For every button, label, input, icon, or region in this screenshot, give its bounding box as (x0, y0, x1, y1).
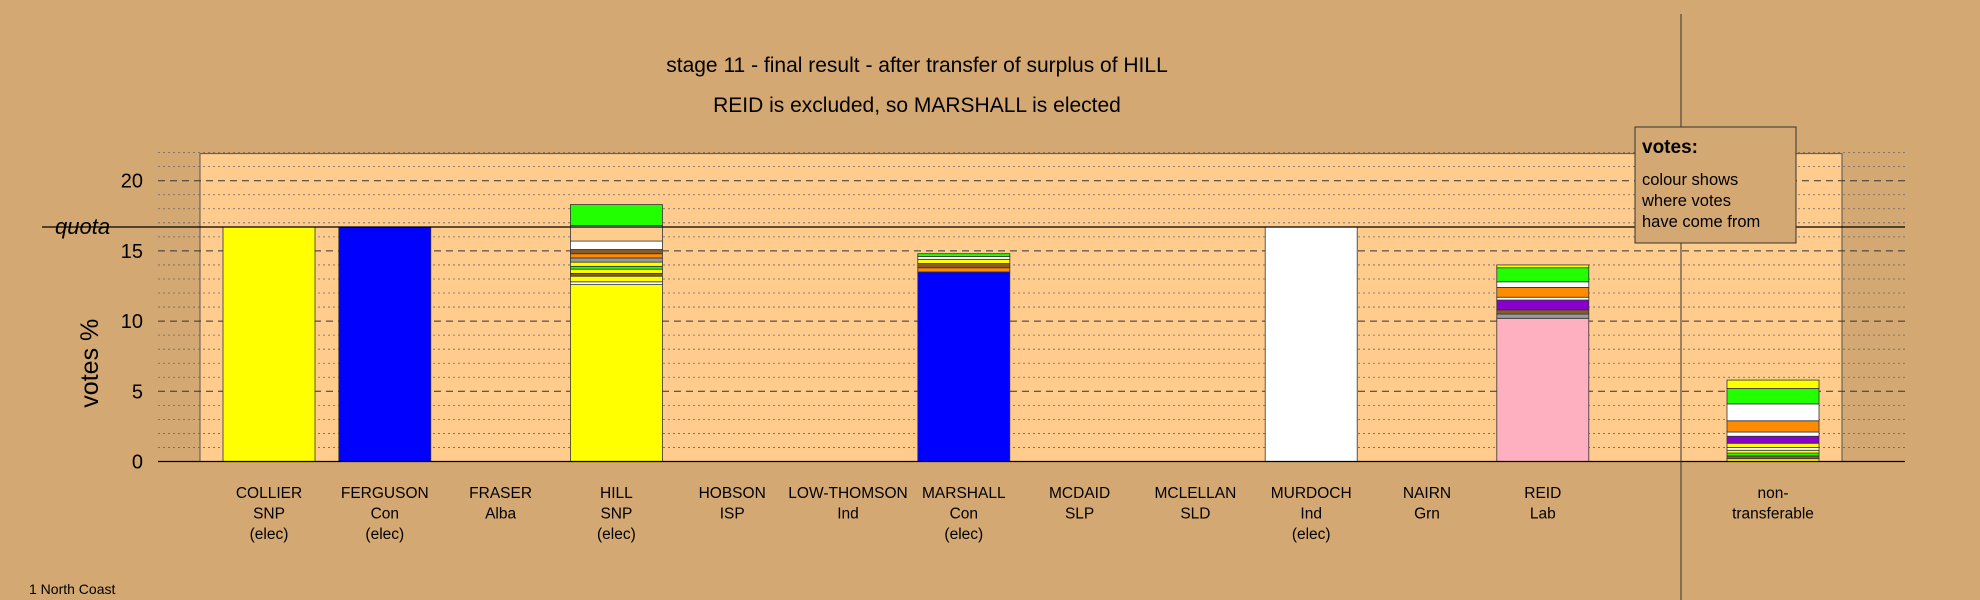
x-tick-label: Grn (1414, 506, 1440, 523)
bar-segment (570, 204, 663, 227)
x-tick-label: MARSHALL (922, 485, 1006, 502)
bar-segment (1726, 452, 1820, 457)
bar-segment (917, 267, 1011, 273)
x-tick-label: transferable (1732, 506, 1814, 523)
bar-segment (1726, 431, 1820, 437)
bar-segment (570, 272, 663, 277)
bar-segment (570, 284, 663, 462)
x-tick-label: MCDAID (1049, 485, 1110, 502)
x-tick-label: Alba (485, 506, 516, 523)
x-tick-label: Con (950, 506, 978, 523)
bar-segment (1726, 403, 1820, 422)
legend-text: colour shows (1642, 171, 1738, 189)
nontransferable-bar (1726, 379, 1820, 462)
bar-segment (1496, 313, 1590, 319)
chart-subtitle: REID is excluded, so MARSHALL is elected (713, 94, 1121, 117)
bar-segment (917, 258, 1011, 264)
y-tick-label: 20 (121, 171, 143, 193)
candidate-bar (917, 253, 1011, 462)
plot-area (199, 153, 1843, 462)
bar-segment (1264, 226, 1358, 462)
x-tick-label: SNP (600, 506, 632, 523)
x-tick-label: Ind (837, 506, 859, 523)
candidate-bar (1264, 226, 1358, 462)
bar-segment (1496, 267, 1590, 283)
bar-segment (1726, 447, 1820, 451)
bar-segment (570, 257, 663, 263)
y-tick-label: 5 (132, 381, 143, 403)
legend: votes: colour shows where votes have come f… (1634, 126, 1797, 244)
bar-segment (1496, 264, 1590, 269)
bar-segment (570, 226, 663, 242)
bar-segment (917, 263, 1011, 269)
bar-segment (338, 226, 432, 462)
x-tick-label: NAIRN (1403, 485, 1451, 502)
x-tick-label: Lab (1530, 506, 1556, 523)
bar-segment (570, 253, 663, 259)
candidate-bar (338, 226, 432, 462)
y-tick-label: 0 (132, 452, 143, 474)
bar-segment (570, 268, 663, 274)
bar-segment (1496, 317, 1590, 462)
x-tick-label: ISP (720, 506, 745, 523)
y-axis-label: votes % (76, 319, 104, 408)
x-tick-label: (elec) (597, 526, 636, 543)
x-tick-label: (elec) (1292, 526, 1331, 543)
x-tick-label: MCLELLAN (1154, 485, 1236, 502)
x-tick-label: FRASER (469, 485, 532, 502)
bar-segment (1496, 281, 1590, 288)
x-tick-label: (elec) (250, 526, 289, 543)
legend-box (1634, 126, 1797, 244)
x-tick-label: SLD (1180, 506, 1210, 523)
footer-label: 1 North Coast (29, 581, 115, 597)
bar-segment (570, 240, 663, 250)
candidate-bar (222, 226, 316, 462)
y-tick-label: 10 (121, 311, 143, 333)
x-tick-label: COLLIER (236, 485, 302, 502)
bar-segment (1496, 299, 1590, 311)
bar-segment (222, 226, 316, 462)
x-tick-label: Ind (1300, 506, 1322, 523)
bar-segment (1726, 455, 1820, 460)
bar-segment (917, 253, 1011, 257)
bar-segment (570, 249, 663, 255)
bar-segment (570, 281, 663, 285)
legend-heading: votes: (1642, 137, 1698, 158)
x-tick-label: (elec) (365, 526, 404, 543)
bar-segment (1726, 442, 1820, 448)
x-tick-label: non- (1757, 485, 1788, 502)
candidate-bar (1496, 264, 1590, 462)
bar-segment (1726, 388, 1820, 405)
x-tick-label: (elec) (944, 526, 983, 543)
legend-text: have come from (1642, 213, 1760, 231)
bar-segment (570, 275, 663, 283)
candidate-bar (570, 204, 663, 462)
y-tick-label: 15 (121, 241, 143, 263)
quota-label: quota (55, 214, 110, 239)
bar-segment (1496, 296, 1590, 301)
x-tick-label: SNP (253, 506, 285, 523)
bar-segment (1726, 420, 1820, 433)
bar-segment (1726, 435, 1820, 444)
bar-segment (1726, 449, 1820, 454)
x-tick-label: HILL (600, 485, 633, 502)
x-tick-label: LOW-THOMSON (788, 485, 907, 502)
chart-title: stage 11 - final result - after transfer… (666, 54, 1168, 77)
legend-text: where votes (1641, 192, 1731, 210)
x-tick-label: SLP (1065, 506, 1094, 523)
x-tick-label: REID (1524, 485, 1561, 502)
x-tick-label: Con (371, 506, 399, 523)
bar-segment (917, 271, 1011, 462)
bar-segment (1496, 287, 1590, 298)
bar-segment (917, 256, 1011, 260)
x-tick-label: FERGUSON (341, 485, 429, 502)
bar-segment (570, 265, 663, 270)
x-tick-label: MURDOCH (1271, 485, 1352, 502)
bar-segment (1726, 379, 1820, 389)
bar-segment (1496, 309, 1590, 315)
x-tick-label: HOBSON (699, 485, 766, 502)
bar-segment (570, 261, 663, 267)
